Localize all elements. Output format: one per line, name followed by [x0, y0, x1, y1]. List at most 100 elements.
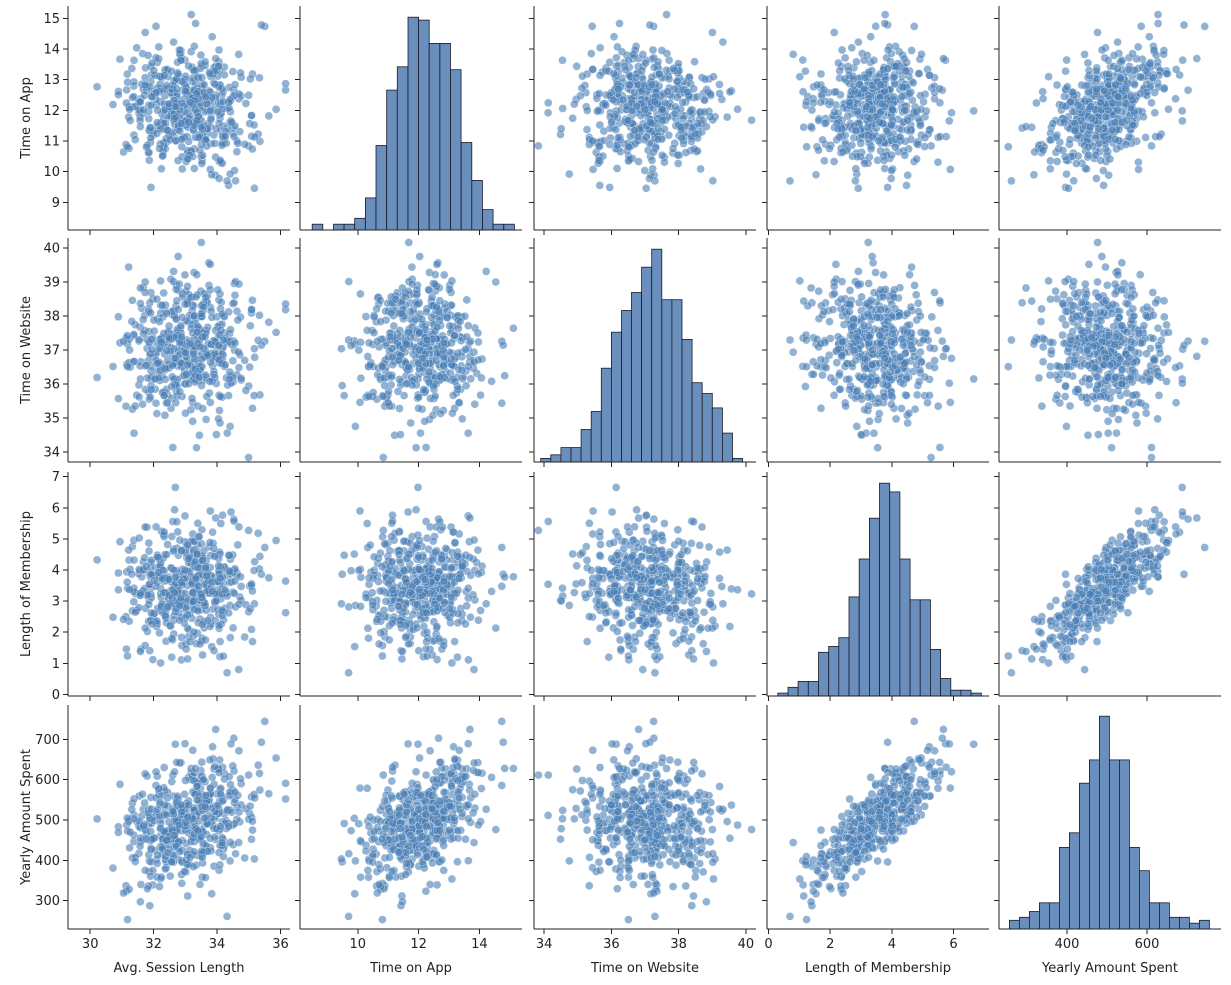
scatter-point	[605, 140, 614, 149]
scatter-point	[418, 354, 427, 363]
scatter-point	[147, 58, 157, 68]
scatter-point	[1179, 340, 1189, 350]
scatter-point	[830, 289, 839, 298]
histogram-bar	[570, 447, 582, 463]
scatter-point	[673, 77, 682, 86]
scatter-point	[415, 252, 424, 261]
scatter-point	[1179, 20, 1189, 30]
scatter-point	[890, 361, 900, 370]
scatter-point	[625, 80, 634, 90]
y-tick-label: 40	[43, 242, 60, 257]
scatter-point	[845, 299, 854, 309]
scatter-point	[905, 89, 914, 98]
scatter-point	[868, 345, 877, 355]
scatter-point	[156, 658, 165, 668]
scatter-point	[395, 404, 404, 413]
scatter-point	[463, 428, 473, 438]
scatter-point	[210, 139, 220, 148]
scatter-point	[677, 133, 686, 143]
scatter-point	[193, 606, 203, 616]
scatter-point	[387, 353, 397, 362]
scatter-point	[92, 555, 102, 565]
scatter-point	[1017, 298, 1027, 308]
scatter-point	[177, 77, 187, 86]
scatter-point	[1148, 288, 1158, 297]
scatter-point	[149, 315, 159, 325]
scatter-point	[1126, 372, 1136, 382]
scatter-point	[1104, 331, 1114, 340]
scatter-point	[146, 183, 156, 192]
scatter-point	[202, 571, 212, 581]
scatter-point	[609, 69, 619, 78]
scatter-point	[366, 360, 375, 370]
scatter-point	[696, 164, 705, 174]
scatter-point	[837, 294, 846, 304]
scatter-point	[903, 327, 912, 337]
scatter-point	[473, 545, 483, 555]
scatter-point	[875, 409, 884, 418]
scatter-point	[833, 124, 843, 134]
scatter-point	[264, 111, 274, 121]
histogram-bar	[600, 367, 612, 463]
scatter-point	[255, 73, 264, 83]
scatter-point	[1046, 164, 1055, 174]
scatter-point	[445, 285, 454, 294]
scatter-point	[461, 381, 471, 390]
scatter-point	[1178, 55, 1187, 65]
scatter-point	[152, 118, 162, 127]
scatter-point	[676, 122, 686, 132]
scatter-point	[194, 532, 204, 541]
scatter-point	[671, 102, 680, 112]
scatter-point	[888, 329, 897, 338]
y-tick-label: 13	[43, 73, 60, 88]
scatter-point	[210, 79, 220, 89]
scatter-point	[1099, 181, 1108, 190]
scatter-point	[1100, 86, 1109, 96]
scatter-point	[136, 299, 145, 308]
scatter-point	[244, 91, 253, 100]
scatter-point	[248, 586, 257, 596]
y-tick-label: 37	[43, 344, 60, 359]
scatter-point	[424, 367, 434, 377]
scatter-point	[144, 538, 154, 548]
scatter-point	[413, 483, 423, 492]
scatter-point	[1007, 176, 1016, 186]
scatter-point	[1110, 279, 1120, 289]
scatter-point	[421, 644, 431, 654]
scatter-point	[250, 344, 259, 353]
scatter-point	[1060, 277, 1070, 286]
histogram-bar	[560, 447, 572, 463]
scatter-point	[154, 568, 164, 577]
scatter-point	[402, 379, 411, 389]
scatter-point	[1162, 320, 1171, 330]
scatter-point	[852, 152, 862, 162]
scatter-point	[612, 53, 621, 63]
scatter-point	[134, 392, 144, 402]
scatter-point	[802, 362, 811, 371]
histogram-bar	[354, 217, 366, 231]
scatter-point	[702, 122, 711, 131]
scatter-point	[398, 283, 407, 293]
scatter-point	[1107, 309, 1117, 318]
scatter-point	[212, 596, 221, 606]
scatter-point	[462, 332, 471, 342]
y-tick-label: 36	[43, 377, 60, 392]
scatter-point	[146, 385, 156, 394]
scatter-point	[230, 338, 240, 348]
scatter-point	[247, 111, 256, 120]
scatter-point	[446, 354, 456, 364]
scatter-point	[609, 32, 619, 41]
scatter-point	[165, 135, 175, 145]
scatter-point	[1162, 377, 1171, 386]
scatter-point	[875, 69, 885, 79]
scatter-point	[613, 42, 622, 52]
scatter-point	[134, 533, 144, 543]
scatter-point	[673, 150, 682, 160]
scatter-point	[1154, 71, 1164, 80]
scatter-point	[1065, 401, 1075, 411]
scatter-point	[175, 45, 184, 55]
scatter-point	[200, 601, 210, 611]
scatter-point	[890, 72, 899, 82]
scatter-point	[207, 313, 217, 322]
